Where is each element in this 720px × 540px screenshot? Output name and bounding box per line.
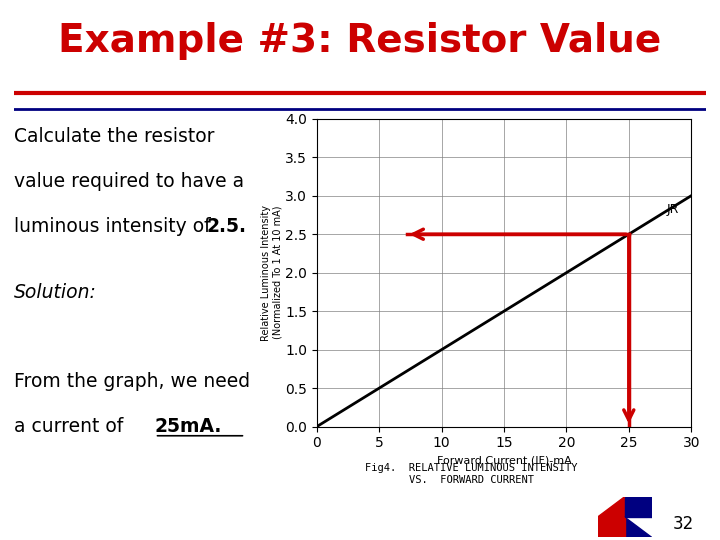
Polygon shape xyxy=(598,497,624,517)
Text: 32: 32 xyxy=(673,515,694,533)
Text: Solution:: Solution: xyxy=(14,283,96,302)
Text: luminous intensity of: luminous intensity of xyxy=(14,217,216,236)
Text: 2.5.: 2.5. xyxy=(207,217,246,236)
Polygon shape xyxy=(624,517,652,537)
Y-axis label: Relative Luminous Intensity
(Normalized To 1 At 10 mA): Relative Luminous Intensity (Normalized … xyxy=(261,205,282,341)
Text: Example #3: Resistor Value: Example #3: Resistor Value xyxy=(58,22,662,60)
Text: value required to have a: value required to have a xyxy=(14,172,244,191)
Text: a current of: a current of xyxy=(14,417,129,436)
Bar xyxy=(624,497,652,517)
Bar xyxy=(598,517,624,537)
Text: Fig4.  RELATIVE LUMINOUS INTENSITY
VS.  FORWARD CURRENT: Fig4. RELATIVE LUMINOUS INTENSITY VS. FO… xyxy=(365,463,578,485)
Text: From the graph, we need: From the graph, we need xyxy=(14,373,250,392)
Text: 25mA.: 25mA. xyxy=(155,417,222,436)
Text: Calculate the resistor: Calculate the resistor xyxy=(14,127,214,146)
Text: JR: JR xyxy=(666,203,679,216)
X-axis label: Forward Current (IF)-mA: Forward Current (IF)-mA xyxy=(436,456,572,466)
